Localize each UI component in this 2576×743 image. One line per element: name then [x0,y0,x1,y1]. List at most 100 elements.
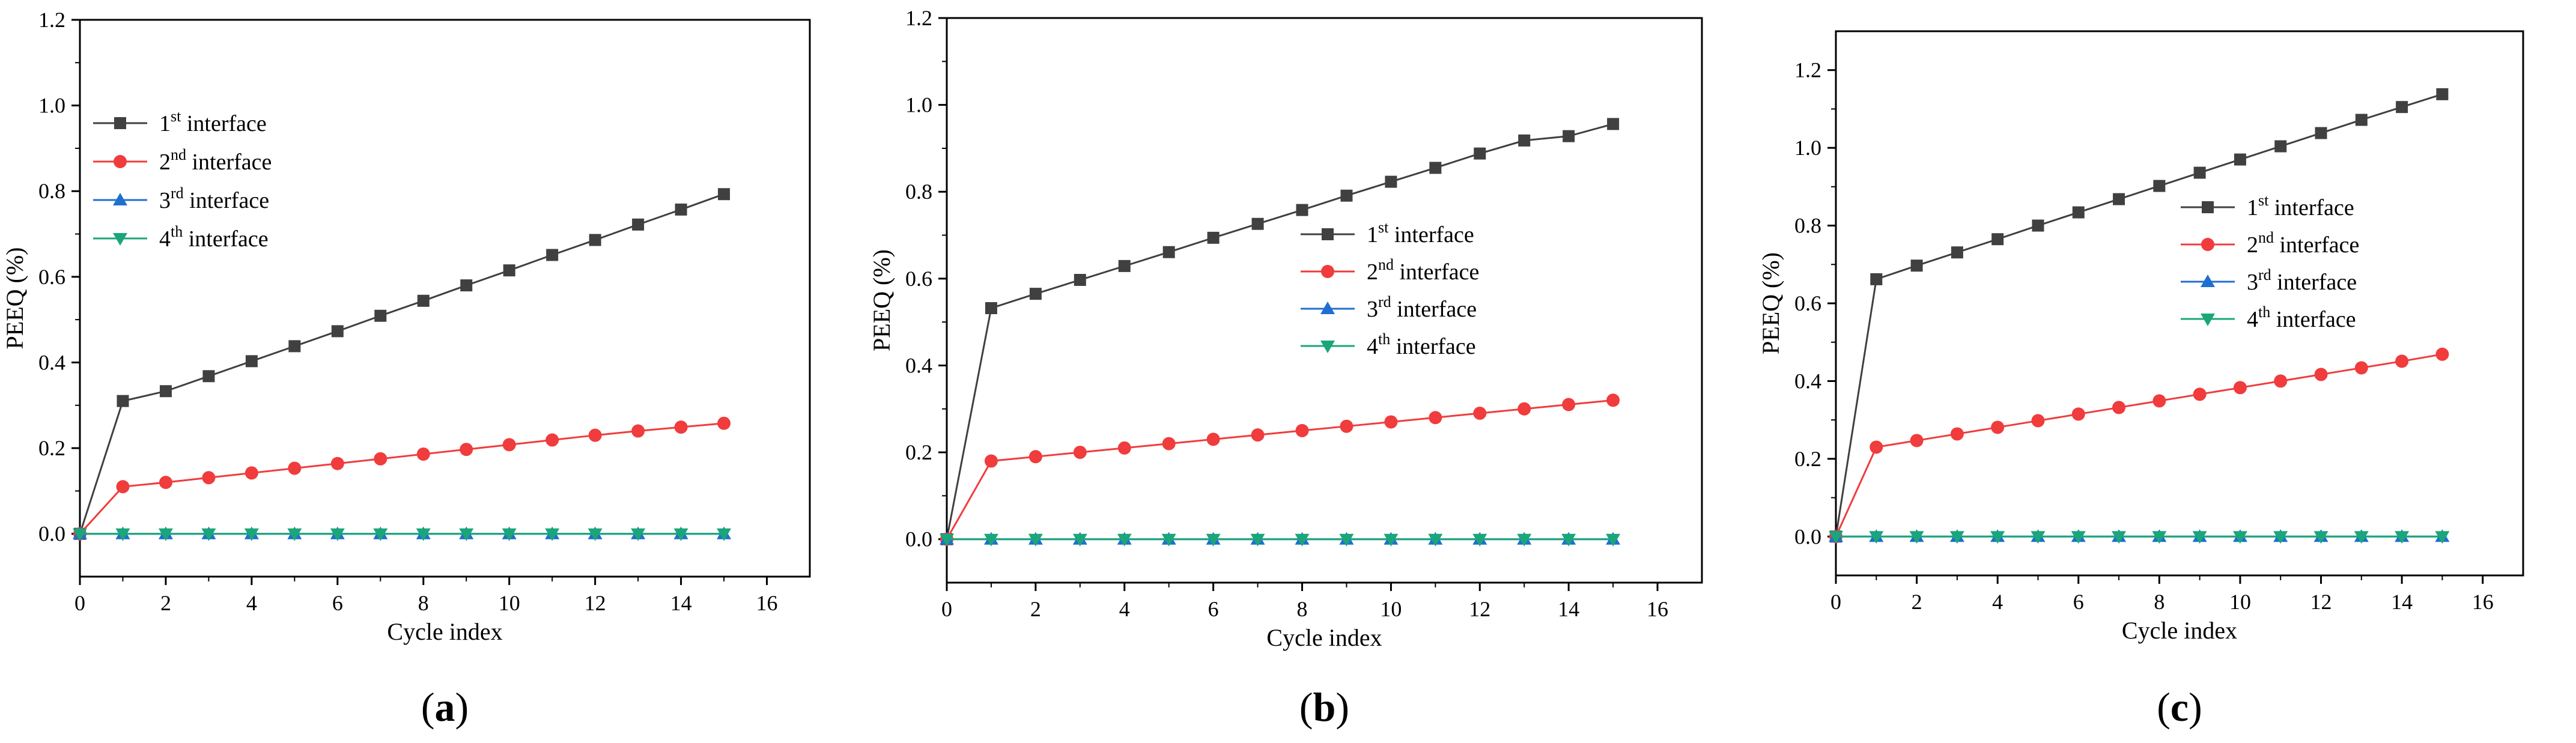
data-point [1028,533,1043,547]
data-point [674,420,688,434]
data-point [631,424,645,438]
data-point [2193,166,2206,179]
data-point [1206,432,1220,446]
y-tick-label: 1.0 [905,93,932,117]
data-point [1029,288,1042,300]
data-point [2273,531,2288,544]
y-tick-label: 0.4 [905,353,932,377]
x-tick-label: 0 [1830,590,1841,614]
x-axis-label: Cycle index [387,618,502,645]
legend-marker [2202,201,2214,213]
data-point [1340,419,1353,433]
data-point [673,528,688,541]
data-point [1339,533,1354,547]
legend-label: 1st interface [2247,192,2354,220]
data-point [1472,533,1487,547]
data-point [1950,427,1964,441]
series-line [946,123,1614,539]
y-tick-label: 1.0 [38,94,65,118]
data-point [718,188,731,201]
data-point [1250,533,1265,547]
x-axis-label: Cycle index [1266,624,1382,651]
data-point [159,476,172,490]
x-axis-label: Cycle index [2122,617,2237,644]
data-point [1910,434,1924,447]
series-2 [940,393,1620,546]
series-line [946,399,1614,540]
data-point [1074,274,1086,287]
data-point [1869,531,1884,544]
data-point [2355,114,2368,126]
x-tick-label: 6 [1208,597,1219,621]
data-point [1162,246,1175,258]
legend-marker [2201,314,2215,326]
data-point [1162,437,1176,450]
data-point [1870,440,1883,454]
data-point [1251,217,1264,230]
legend-marker [1320,302,1335,314]
legend-marker [114,117,126,129]
data-point [1384,415,1398,429]
data-point [287,528,302,541]
data-point [459,528,474,541]
x-tick-label: 6 [2073,590,2084,614]
data-point [1161,533,1176,547]
data-point [1340,189,1353,202]
data-point [1951,246,1963,259]
data-point [2071,531,2086,544]
legend-marker [1321,265,1334,278]
data-point [244,528,259,541]
series-4 [1829,531,2450,544]
data-point [1870,273,1883,285]
legend-marker [113,233,127,246]
y-tick-label: 1.0 [1794,136,1821,160]
data-point [1518,134,1531,147]
legend-label: 4th interface [2247,303,2356,332]
data-point [502,528,517,541]
data-point [1829,531,1843,544]
data-point [1073,446,1087,459]
series-2 [73,416,731,541]
data-point [1473,407,1487,420]
x-tick-label: 14 [670,591,692,615]
y-tick-label: 0.6 [1794,291,1821,315]
legend-label: 3rd interface [1367,293,1477,322]
data-point [1606,393,1620,407]
data-point [2112,401,2126,414]
data-point [460,279,473,292]
y-axis-label: PEEQ (%) [868,249,895,351]
data-point [1117,533,1132,547]
data-point [73,528,87,541]
x-tick-label: 4 [246,591,257,615]
data-point [2233,381,2247,395]
plot-frame [79,19,811,578]
x-tick-label: 8 [2154,590,2164,614]
y-tick-label: 1.2 [38,8,65,32]
x-tick-label: 2 [1912,590,1922,614]
data-point [2354,361,2368,375]
legend-marker [114,155,127,168]
data-point [2152,531,2167,544]
plot-frame [1835,30,2524,577]
data-point [1295,423,1309,437]
legend-label: 1st interface [1367,219,1474,247]
series-line [1835,353,2443,537]
x-tick-label: 16 [1647,597,1668,621]
data-point [2313,531,2328,544]
y-axis-label: PEEQ (%) [1757,252,1784,354]
data-point [1251,428,1265,442]
data-point [502,438,516,452]
x-tick-label: 12 [1469,597,1490,621]
data-point [2071,407,2085,421]
data-point [2354,531,2369,544]
data-point [116,480,130,494]
data-point [983,533,998,547]
data-point [2192,531,2207,544]
data-point [245,466,258,480]
data-point [1474,147,1486,160]
data-point [245,355,258,368]
data-point [2113,193,2125,205]
series-4 [73,528,732,541]
data-point [159,385,172,398]
data-point [2315,127,2327,139]
